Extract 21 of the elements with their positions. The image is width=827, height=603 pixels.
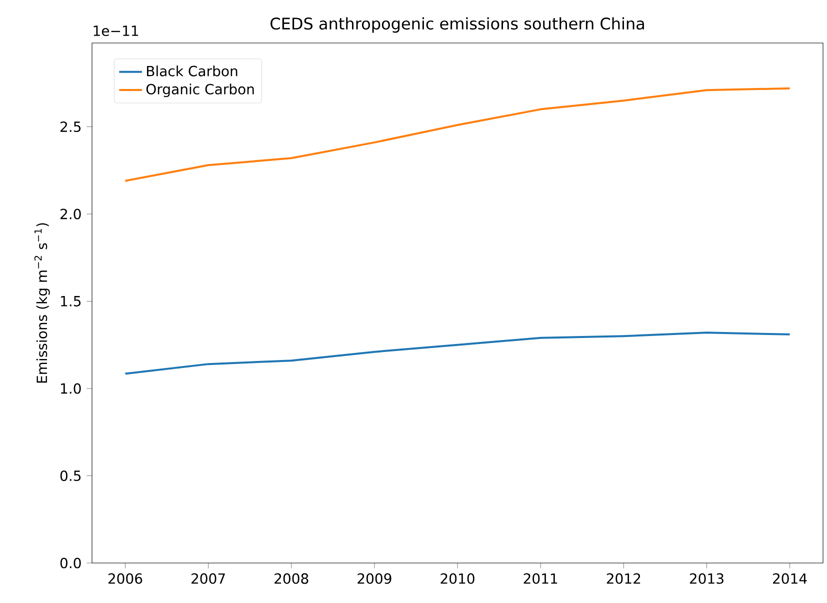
x-tick-label: 2006 xyxy=(108,573,142,584)
x-tick-label: 2007 xyxy=(192,573,225,584)
y-axis-title: Emissions (kg m$^{−2}$ s$^{−1}$) xyxy=(34,223,50,383)
x-tick-label: 2010 xyxy=(440,573,474,584)
line-series xyxy=(124,332,791,375)
x-tick-label: 2009 xyxy=(358,573,392,584)
y-tick-label: 0.0 xyxy=(60,558,81,568)
x-tick-label: 2012 xyxy=(606,573,640,584)
chart-title: CEDS anthropogenic emissions southern China xyxy=(270,17,644,33)
y-tick-label: 1.0 xyxy=(61,383,81,394)
x-tick-label: 2014 xyxy=(773,573,807,584)
y-tick-label: 2.0 xyxy=(60,208,81,220)
x-tick-label: 2008 xyxy=(274,573,308,584)
y-tick-label: 0.5 xyxy=(60,470,81,482)
legend-label: Organic Carbon xyxy=(146,84,254,98)
x-tick-label: 2011 xyxy=(524,573,558,584)
legend-label: Black Carbon xyxy=(147,66,238,76)
x-tick-label: 2013 xyxy=(690,573,724,584)
text: 1e−11 xyxy=(94,26,138,36)
y-tick-label: 1.5 xyxy=(61,296,81,306)
y-tick-label: 2.5 xyxy=(60,121,81,132)
